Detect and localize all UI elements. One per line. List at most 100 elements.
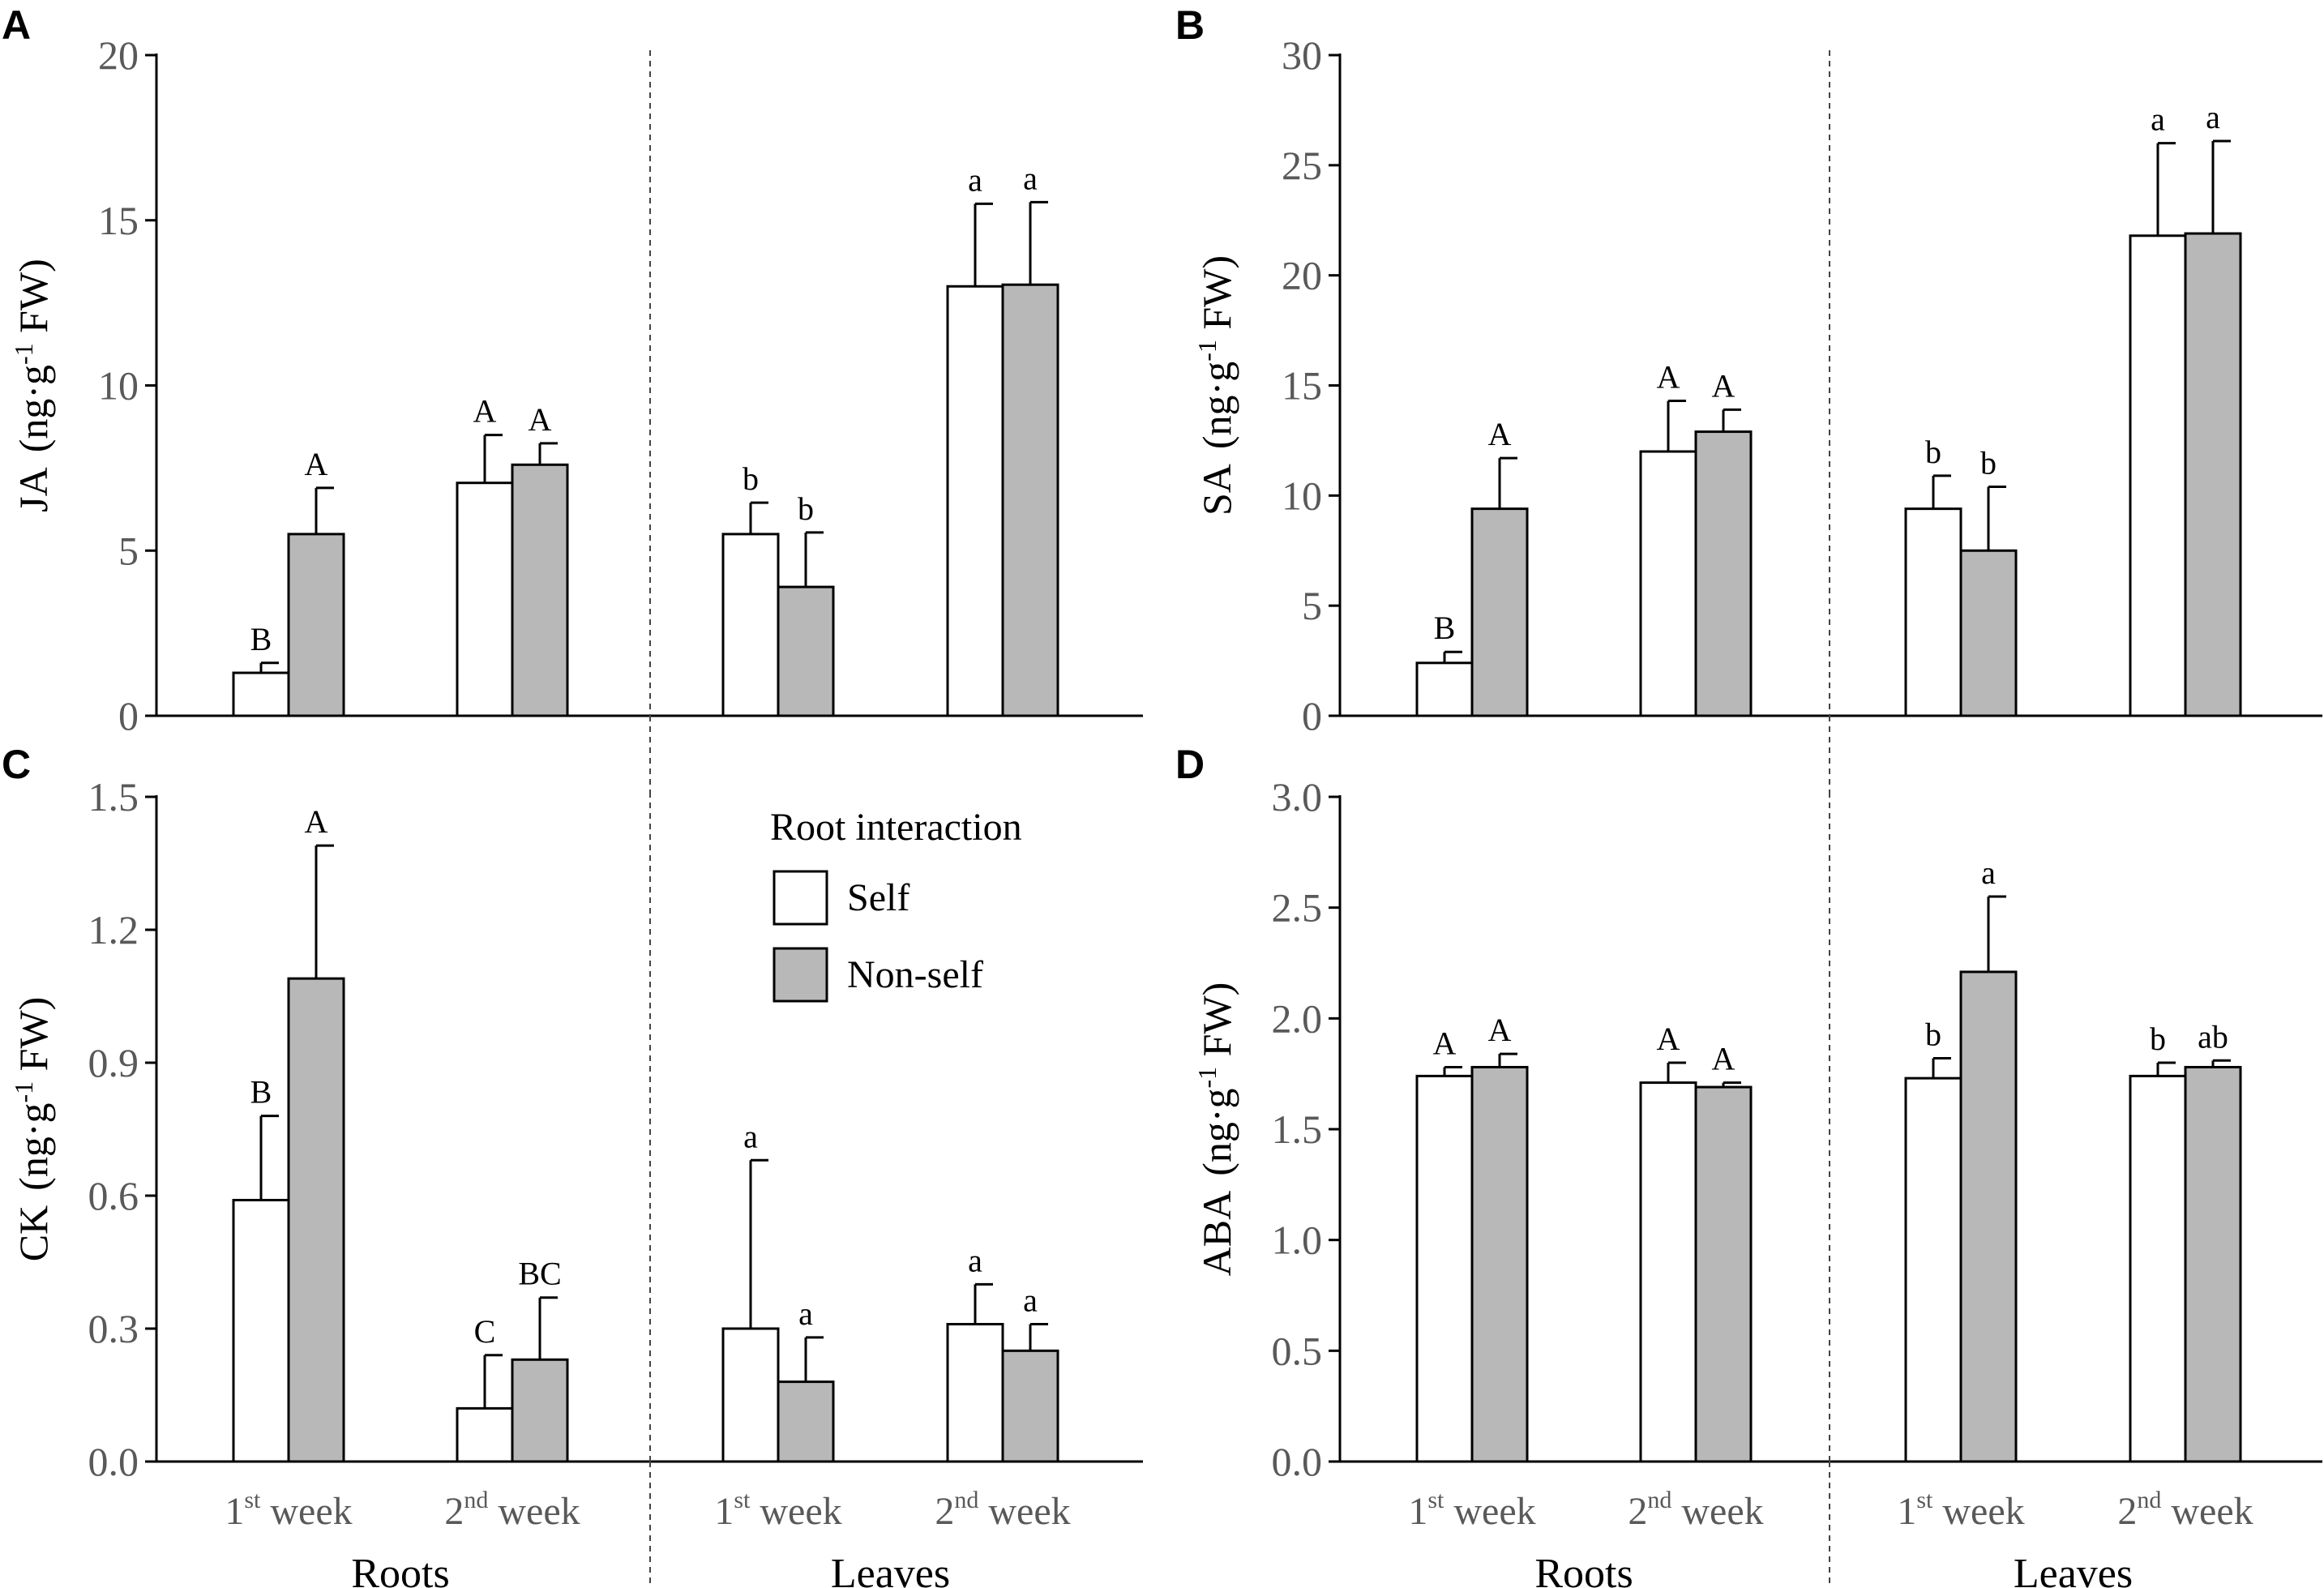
significance-label: a	[1023, 160, 1038, 196]
x-tick-text: week	[2161, 1490, 2253, 1533]
x-tick-label: 1st week	[714, 1487, 841, 1533]
bar-nonself-4	[2184, 232, 2242, 717]
bar-nonself-1	[287, 977, 345, 1463]
x-tick-num: 2	[2117, 1490, 2137, 1533]
x-tick-label: 2nd week	[2117, 1487, 2253, 1533]
significance-label: BC	[518, 1256, 561, 1292]
y-axis-label-unit: (ng·g	[1194, 1088, 1239, 1175]
y-axis-label-unit: (ng·g	[1194, 362, 1239, 449]
y-tick-label: 0	[118, 693, 139, 738]
x-tick-sup: nd	[954, 1487, 978, 1513]
x-tick-sup: st	[244, 1487, 261, 1513]
bar-nonself-3	[1959, 970, 2018, 1463]
x-tick-sup: st	[1916, 1487, 1933, 1513]
y-tick-label: 15	[98, 198, 139, 243]
bar-nonself-4	[1001, 1349, 1059, 1463]
y-tick-label: 0.0	[88, 1439, 139, 1484]
panel-label: A	[2, 2, 31, 48]
y-axis-label-name: CK	[11, 1205, 56, 1261]
panel-label: B	[1175, 2, 1205, 48]
x-tick-num: 1	[714, 1490, 734, 1533]
y-tick-label: 10	[1282, 473, 1322, 518]
x-tick-label: 1st week	[1408, 1487, 1535, 1533]
y-tick-label: 25	[1282, 143, 1322, 188]
y-tick-label: 30	[1282, 32, 1322, 78]
x-tick-num: 2	[935, 1490, 954, 1533]
bar-self-4	[2129, 234, 2187, 717]
x-tick-text: week	[1671, 1490, 1763, 1533]
significance-label: b	[798, 490, 814, 527]
significance-label: b	[2150, 1021, 2166, 1057]
x-tick-num: 1	[225, 1490, 244, 1533]
bar-nonself-3	[777, 585, 835, 717]
significance-label: b	[1925, 434, 1941, 470]
x-tick-text: week	[488, 1490, 580, 1533]
bar-nonself-1	[1470, 1065, 1529, 1463]
y-axis-label-unit: (ng·g	[11, 365, 56, 452]
x-tick-num: 2	[1628, 1490, 1647, 1533]
significance-label: A	[473, 393, 497, 430]
x-tick-sup: st	[1427, 1487, 1444, 1513]
significance-label: A	[305, 446, 328, 482]
bar-self-3	[1904, 507, 1962, 717]
y-tick-label: 0.9	[88, 1040, 139, 1085]
legend-title: Root interaction	[770, 806, 1022, 849]
y-tick-label: 20	[98, 32, 139, 78]
significance-label: b	[743, 460, 759, 497]
legend-swatch-nonself	[773, 947, 828, 1003]
bar-self-2	[1639, 1081, 1697, 1463]
legend-label: Self	[847, 876, 909, 919]
x-tick-sup: nd	[2137, 1487, 2161, 1513]
x-tick-text: week	[260, 1490, 352, 1533]
significance-label: A	[1657, 1021, 1680, 1057]
legend-label: Non-self	[847, 953, 983, 996]
significance-label: A	[1712, 1041, 1736, 1077]
bar-nonself-4	[1001, 283, 1059, 717]
y-tick-label: 0	[1302, 693, 1322, 738]
bar-self-1	[1415, 1074, 1474, 1463]
y-tick-label: 2.0	[1272, 995, 1323, 1041]
group-label-roots: Roots	[1534, 1551, 1633, 1588]
significance-label: a	[1981, 854, 1996, 891]
significance-label: B	[250, 621, 272, 657]
y-axis-label: SA (ng·g-1 FW)	[1192, 255, 1239, 516]
significance-label: a	[2206, 99, 2220, 135]
x-tick-sup: nd	[1647, 1487, 1671, 1513]
bar-nonself-3	[1959, 549, 2018, 717]
bar-self-3	[721, 1327, 780, 1463]
y-axis-label: CK (ng·g-1 FW)	[9, 997, 56, 1262]
y-axis-label-sup: -1	[1192, 1067, 1222, 1089]
bar-nonself-2	[511, 1358, 569, 1463]
y-tick-label: 3.0	[1272, 774, 1323, 820]
y-axis-label-name: SA	[1194, 464, 1239, 516]
bar-self-1	[232, 671, 290, 717]
y-axis-label-unit: (ng·g	[11, 1103, 56, 1191]
y-tick-label: 10	[98, 363, 139, 409]
bar-nonself-1	[287, 533, 345, 717]
significance-label: a	[2151, 101, 2165, 138]
significance-label: a	[798, 1295, 813, 1332]
x-tick-label: 2nd week	[1628, 1487, 1763, 1533]
bar-self-2	[456, 482, 514, 717]
legend: Root interaction Self Non-self	[770, 806, 1022, 1003]
x-tick-num: 1	[1408, 1490, 1427, 1533]
x-tick-sup: nd	[464, 1487, 488, 1513]
bar-self-1	[1415, 661, 1474, 717]
significance-label: A	[305, 803, 328, 840]
x-tick-text: week	[750, 1490, 841, 1533]
bar-self-2	[456, 1406, 514, 1463]
significance-label: A	[1488, 416, 1512, 452]
y-tick-label: 1.5	[88, 774, 139, 820]
x-tick-num: 2	[444, 1490, 464, 1533]
y-tick-label: 0.3	[88, 1306, 139, 1351]
significance-label: C	[474, 1313, 496, 1350]
significance-label: B	[1434, 610, 1456, 646]
bar-nonself-1	[1470, 507, 1529, 717]
y-axis-label: ABA (ng·g-1 FW)	[1192, 982, 1239, 1277]
y-axis-label-unit-end: FW)	[1194, 255, 1239, 340]
bar-self-3	[1904, 1077, 1962, 1463]
y-axis-label-unit-end: FW)	[1194, 982, 1239, 1067]
y-axis-label-sup: -1	[1192, 340, 1222, 362]
x-tick-label: 1st week	[225, 1487, 352, 1533]
